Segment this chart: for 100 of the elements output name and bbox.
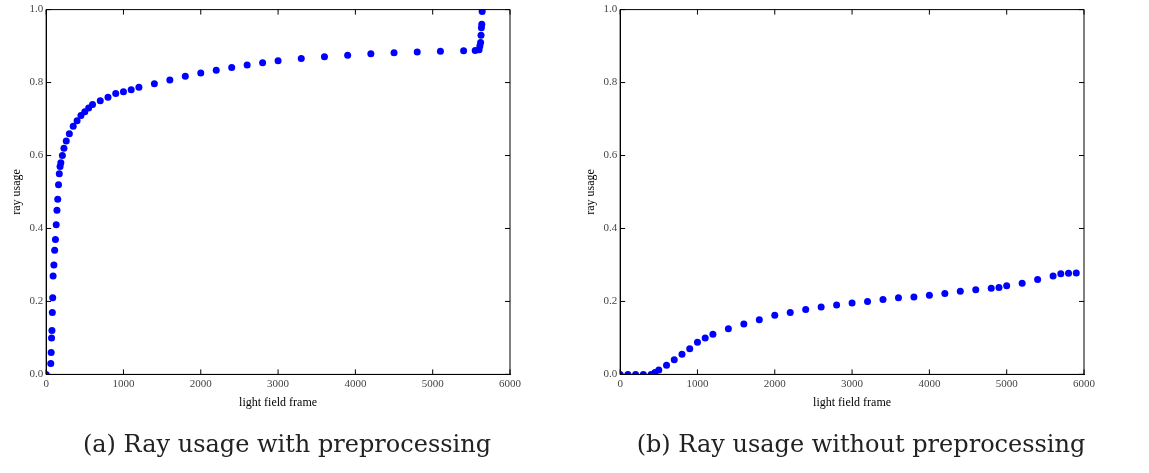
- point: [833, 301, 841, 309]
- point: [243, 61, 251, 69]
- y-axis-title: ray usage: [9, 169, 24, 215]
- y-axis-title: ray usage: [583, 169, 598, 215]
- text: (a) Ray usage with preprocessing: [81, 430, 493, 458]
- point: [879, 296, 887, 304]
- point: [62, 137, 70, 145]
- y-tick-label: 0.4: [29, 221, 44, 234]
- y-tick-label: 0.8: [29, 75, 44, 88]
- point: [1065, 269, 1073, 277]
- y-tick-label: 0.4: [603, 221, 618, 234]
- x-tick-label: 6000: [499, 376, 522, 389]
- x-axis-title: light field frame: [239, 394, 318, 409]
- point: [181, 72, 189, 80]
- point: [49, 294, 57, 302]
- x-tick-label: 2000: [189, 376, 213, 389]
- point: [51, 246, 59, 254]
- point: [740, 320, 748, 328]
- point: [259, 59, 267, 67]
- point: [701, 334, 709, 342]
- point: [1034, 276, 1042, 284]
- y-tick-label: 0.0: [603, 367, 618, 380]
- y-tick-label: 1.0: [29, 2, 44, 15]
- x-axis-title: light field frame: [813, 394, 892, 409]
- point: [320, 53, 328, 61]
- point: [670, 356, 678, 364]
- x-tick-label: 6000: [1073, 376, 1096, 389]
- point: [802, 305, 810, 313]
- point: [390, 49, 398, 57]
- point: [478, 9, 486, 15]
- x-tick-label: 2000: [763, 376, 787, 389]
- point: [104, 93, 112, 101]
- point: [910, 293, 918, 301]
- y-tick-label: 0.6: [29, 148, 44, 161]
- point: [197, 69, 205, 77]
- y-tick-label: 0.2: [603, 294, 618, 307]
- point: [212, 66, 220, 74]
- point: [864, 297, 872, 305]
- point: [709, 330, 717, 338]
- point: [786, 308, 794, 316]
- point: [53, 206, 61, 214]
- point: [987, 284, 995, 292]
- point: [48, 334, 56, 342]
- point: [58, 152, 66, 160]
- text: (b) Ray usage without preprocessing: [635, 430, 1087, 458]
- point: [655, 366, 663, 374]
- point: [663, 361, 671, 369]
- point: [477, 38, 485, 46]
- point: [848, 299, 856, 307]
- point: [73, 117, 81, 125]
- point: [956, 287, 964, 295]
- point: [50, 261, 58, 269]
- point: [96, 97, 104, 105]
- point: [478, 20, 486, 28]
- point: [112, 90, 120, 97]
- point: [55, 170, 63, 178]
- point: [51, 235, 59, 243]
- point: [47, 359, 55, 367]
- point: [52, 221, 60, 229]
- point: [135, 83, 143, 91]
- point: [1003, 282, 1011, 290]
- point: [119, 88, 127, 96]
- point: [724, 325, 732, 333]
- point: [436, 47, 444, 55]
- x-tick-label: 5000: [995, 376, 1019, 389]
- point: [48, 308, 56, 316]
- x-tick-label: 0: [617, 376, 624, 389]
- point: [274, 57, 282, 65]
- point: [995, 284, 1003, 292]
- point: [678, 350, 686, 358]
- x-tick-label: 4000: [344, 376, 367, 389]
- point: [817, 303, 825, 311]
- point: [48, 327, 56, 335]
- x-tick-label: 1000: [686, 376, 709, 389]
- point: [755, 316, 763, 324]
- x-tick-label: 0: [43, 376, 50, 389]
- point: [47, 349, 55, 357]
- x-tick-label: 3000: [841, 376, 864, 389]
- point: [460, 47, 468, 55]
- point: [55, 181, 63, 189]
- point: [925, 291, 933, 299]
- point: [89, 100, 97, 108]
- point: [686, 345, 694, 353]
- point: [1057, 270, 1065, 278]
- point: [54, 195, 62, 203]
- point: [477, 31, 485, 39]
- point: [972, 286, 980, 294]
- point: [228, 64, 236, 72]
- point: [49, 272, 57, 280]
- point: [69, 122, 77, 130]
- point: [127, 86, 135, 94]
- point: [1049, 272, 1057, 280]
- y-tick-label: 0.6: [603, 148, 618, 161]
- point: [166, 76, 174, 84]
- point: [1072, 269, 1080, 277]
- point: [1018, 279, 1026, 287]
- point: [894, 294, 902, 302]
- point: [941, 289, 949, 297]
- y-tick-label: 0.2: [29, 294, 44, 307]
- point: [693, 338, 701, 346]
